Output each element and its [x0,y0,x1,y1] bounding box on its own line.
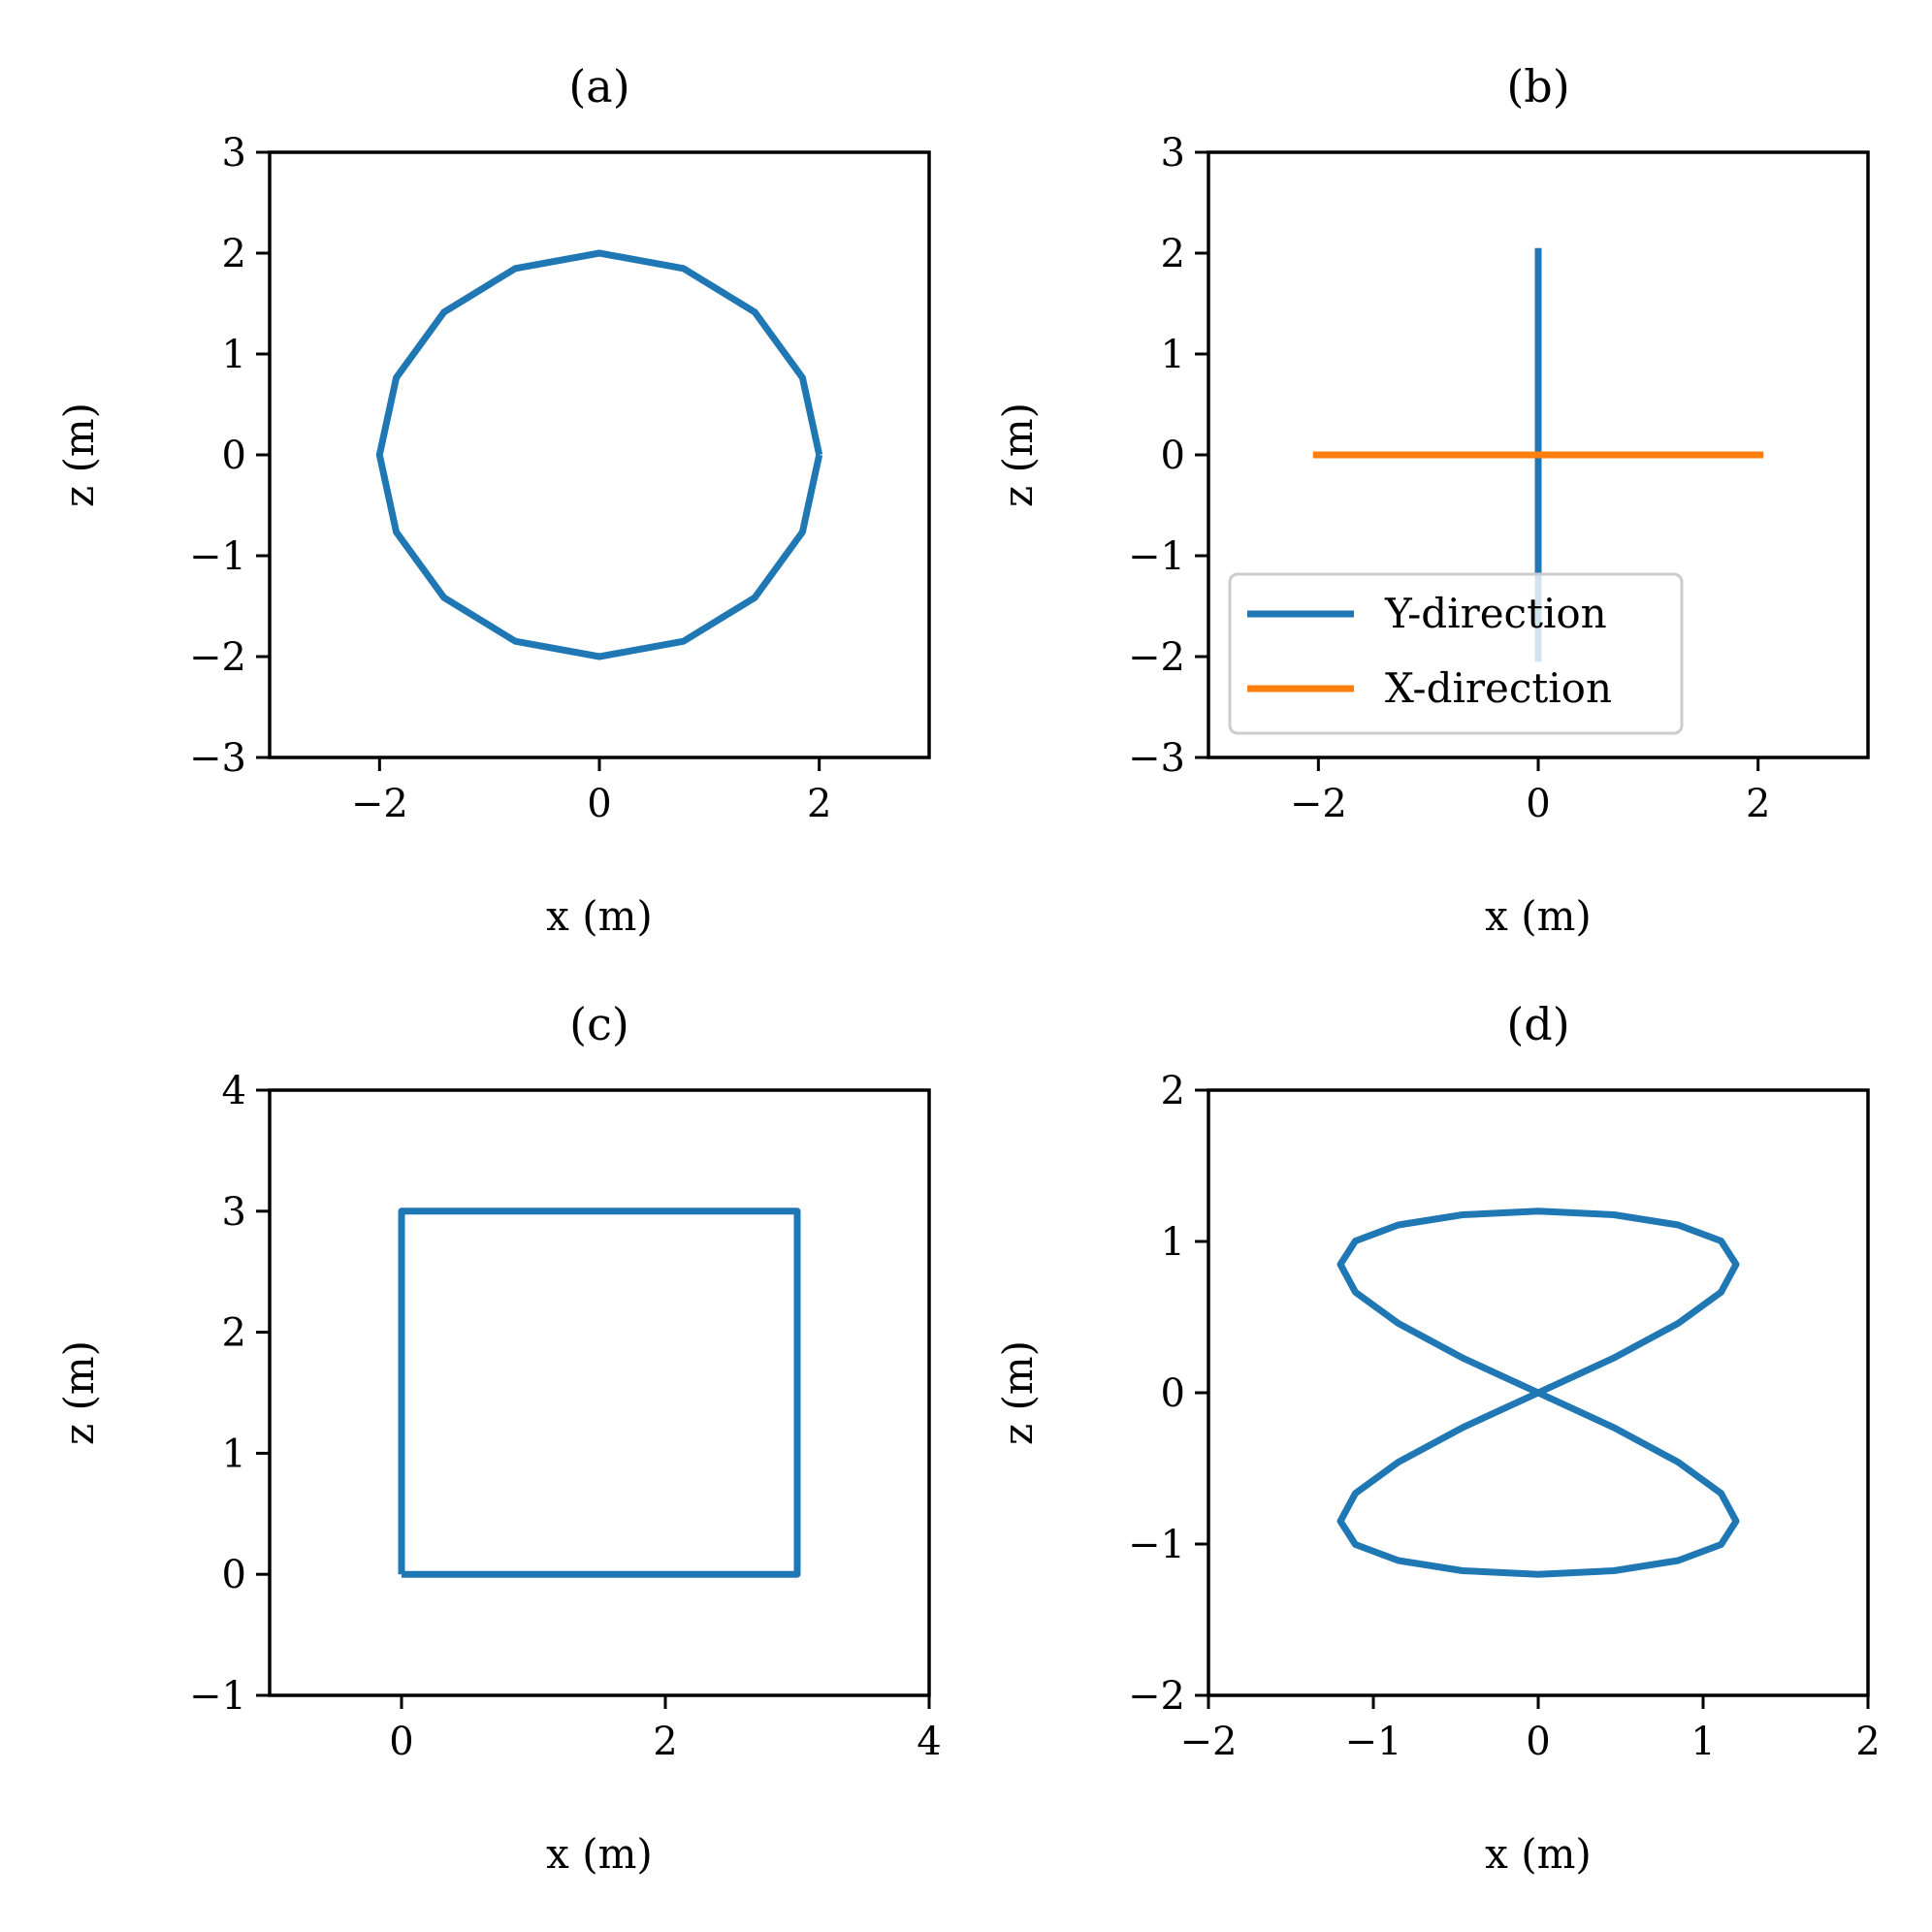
chart-d-ytick-label: 2 [1161,1069,1185,1113]
chart-b-ytick-label: 0 [1161,434,1185,478]
chart-a-plot-frame [268,150,931,759]
chart-d-title: (d) [1506,998,1569,1050]
chart-d-xtick-label: −1 [1345,1720,1402,1764]
chart-b-ylabel: z (m) [994,402,1042,507]
chart-a-ytick-label: 3 [222,131,246,176]
chart-a-xtick-label: 2 [807,782,831,826]
panel-c: 0 2 4 −1 0 1 2 3 4 (c) x (m) z (m) [55,998,942,1878]
chart-b-xtick-label: 0 [1526,782,1550,826]
chart-d-xtick-label: −2 [1180,1720,1238,1764]
chart-a-ytick-label: 0 [222,434,246,478]
chart-a-ytick-label: 1 [222,333,246,377]
chart-d-ylabel: z (m) [994,1340,1042,1445]
chart-a-xtick-label: −2 [351,782,408,826]
chart-c-xlabel: x (m) [546,1830,653,1878]
chart-b-title: (b) [1506,60,1569,113]
chart-c-ytick-label: 4 [222,1069,246,1113]
chart-d-xlabel: x (m) [1485,1830,1592,1878]
chart-b-ytick-label: −1 [1128,534,1185,579]
chart-a-series-0-line [375,249,823,660]
chart-d-ytick-label: −2 [1128,1674,1185,1719]
chart-c-ytick-label: 2 [222,1311,246,1356]
chart-d-xtick-label: 0 [1526,1720,1550,1764]
chart-a-xtick-label: 0 [587,782,611,826]
chart-d-xtick-label: 2 [1855,1720,1880,1764]
chart-c-series-0-line [398,1208,801,1578]
panel-a: −2 0 2 −3 −2 −1 0 1 2 3 (a) x (m) z (m) [55,60,931,940]
chart-a-title: (a) [568,60,629,113]
chart-a-ytick-label: −2 [189,635,246,680]
chart-c-ytick-label: 0 [222,1553,246,1597]
chart-a-ytick-label: −3 [189,736,246,781]
chart-c-xtick-label: 0 [389,1720,413,1764]
chart-a-ytick-label: −1 [189,534,246,579]
chart-b-ytick-label: 1 [1161,333,1185,377]
panel-b: −2 0 2 −3 −2 −1 0 1 2 3 (b) x (m) z (m) Y-direction X-… [994,60,1870,940]
chart-b-legend-label-0: Y-direction [1384,590,1607,637]
chart-a-ylabel: z (m) [55,402,103,507]
chart-c-plot-frame [268,1088,931,1697]
chart-b-xtick-label: 2 [1746,782,1770,826]
chart-d-xtick-label: 1 [1690,1720,1715,1764]
chart-b-legend: Y-direction X-direction [1228,572,1684,735]
chart-c-ytick-label: 3 [222,1190,246,1235]
chart-b-legend-label-1: X-direction [1385,664,1612,712]
chart-c-ylabel: z (m) [55,1340,103,1445]
chart-c-xtick-label: 4 [917,1720,941,1764]
chart-d-series-0-line [1336,1208,1740,1578]
chart-c-title: (c) [569,998,629,1050]
chart-b-ytick-label: 2 [1161,232,1185,276]
chart-c-ytick-label: −1 [189,1674,246,1719]
chart-d-ytick-label: 0 [1161,1371,1185,1416]
chart-c-xtick-label: 2 [653,1720,677,1764]
chart-b-ytick-label: 3 [1161,131,1185,176]
chart-b-xlabel: x (m) [1485,892,1592,940]
chart-d-ytick-label: −1 [1128,1523,1185,1567]
chart-a-ytick-label: 2 [222,232,246,276]
chart-a-xlabel: x (m) [546,892,653,940]
chart-b-xtick-label: −2 [1290,782,1347,826]
chart-d-ytick-label: 1 [1161,1220,1185,1265]
chart-b-ytick-label: −2 [1128,635,1185,680]
chart-c-ytick-label: 1 [222,1432,246,1476]
chart-b-ytick-label: −3 [1128,736,1185,781]
panel-d: −2 −1 0 1 2 −2 −1 0 1 2 (d) x (m) z (m) [994,998,1881,1878]
